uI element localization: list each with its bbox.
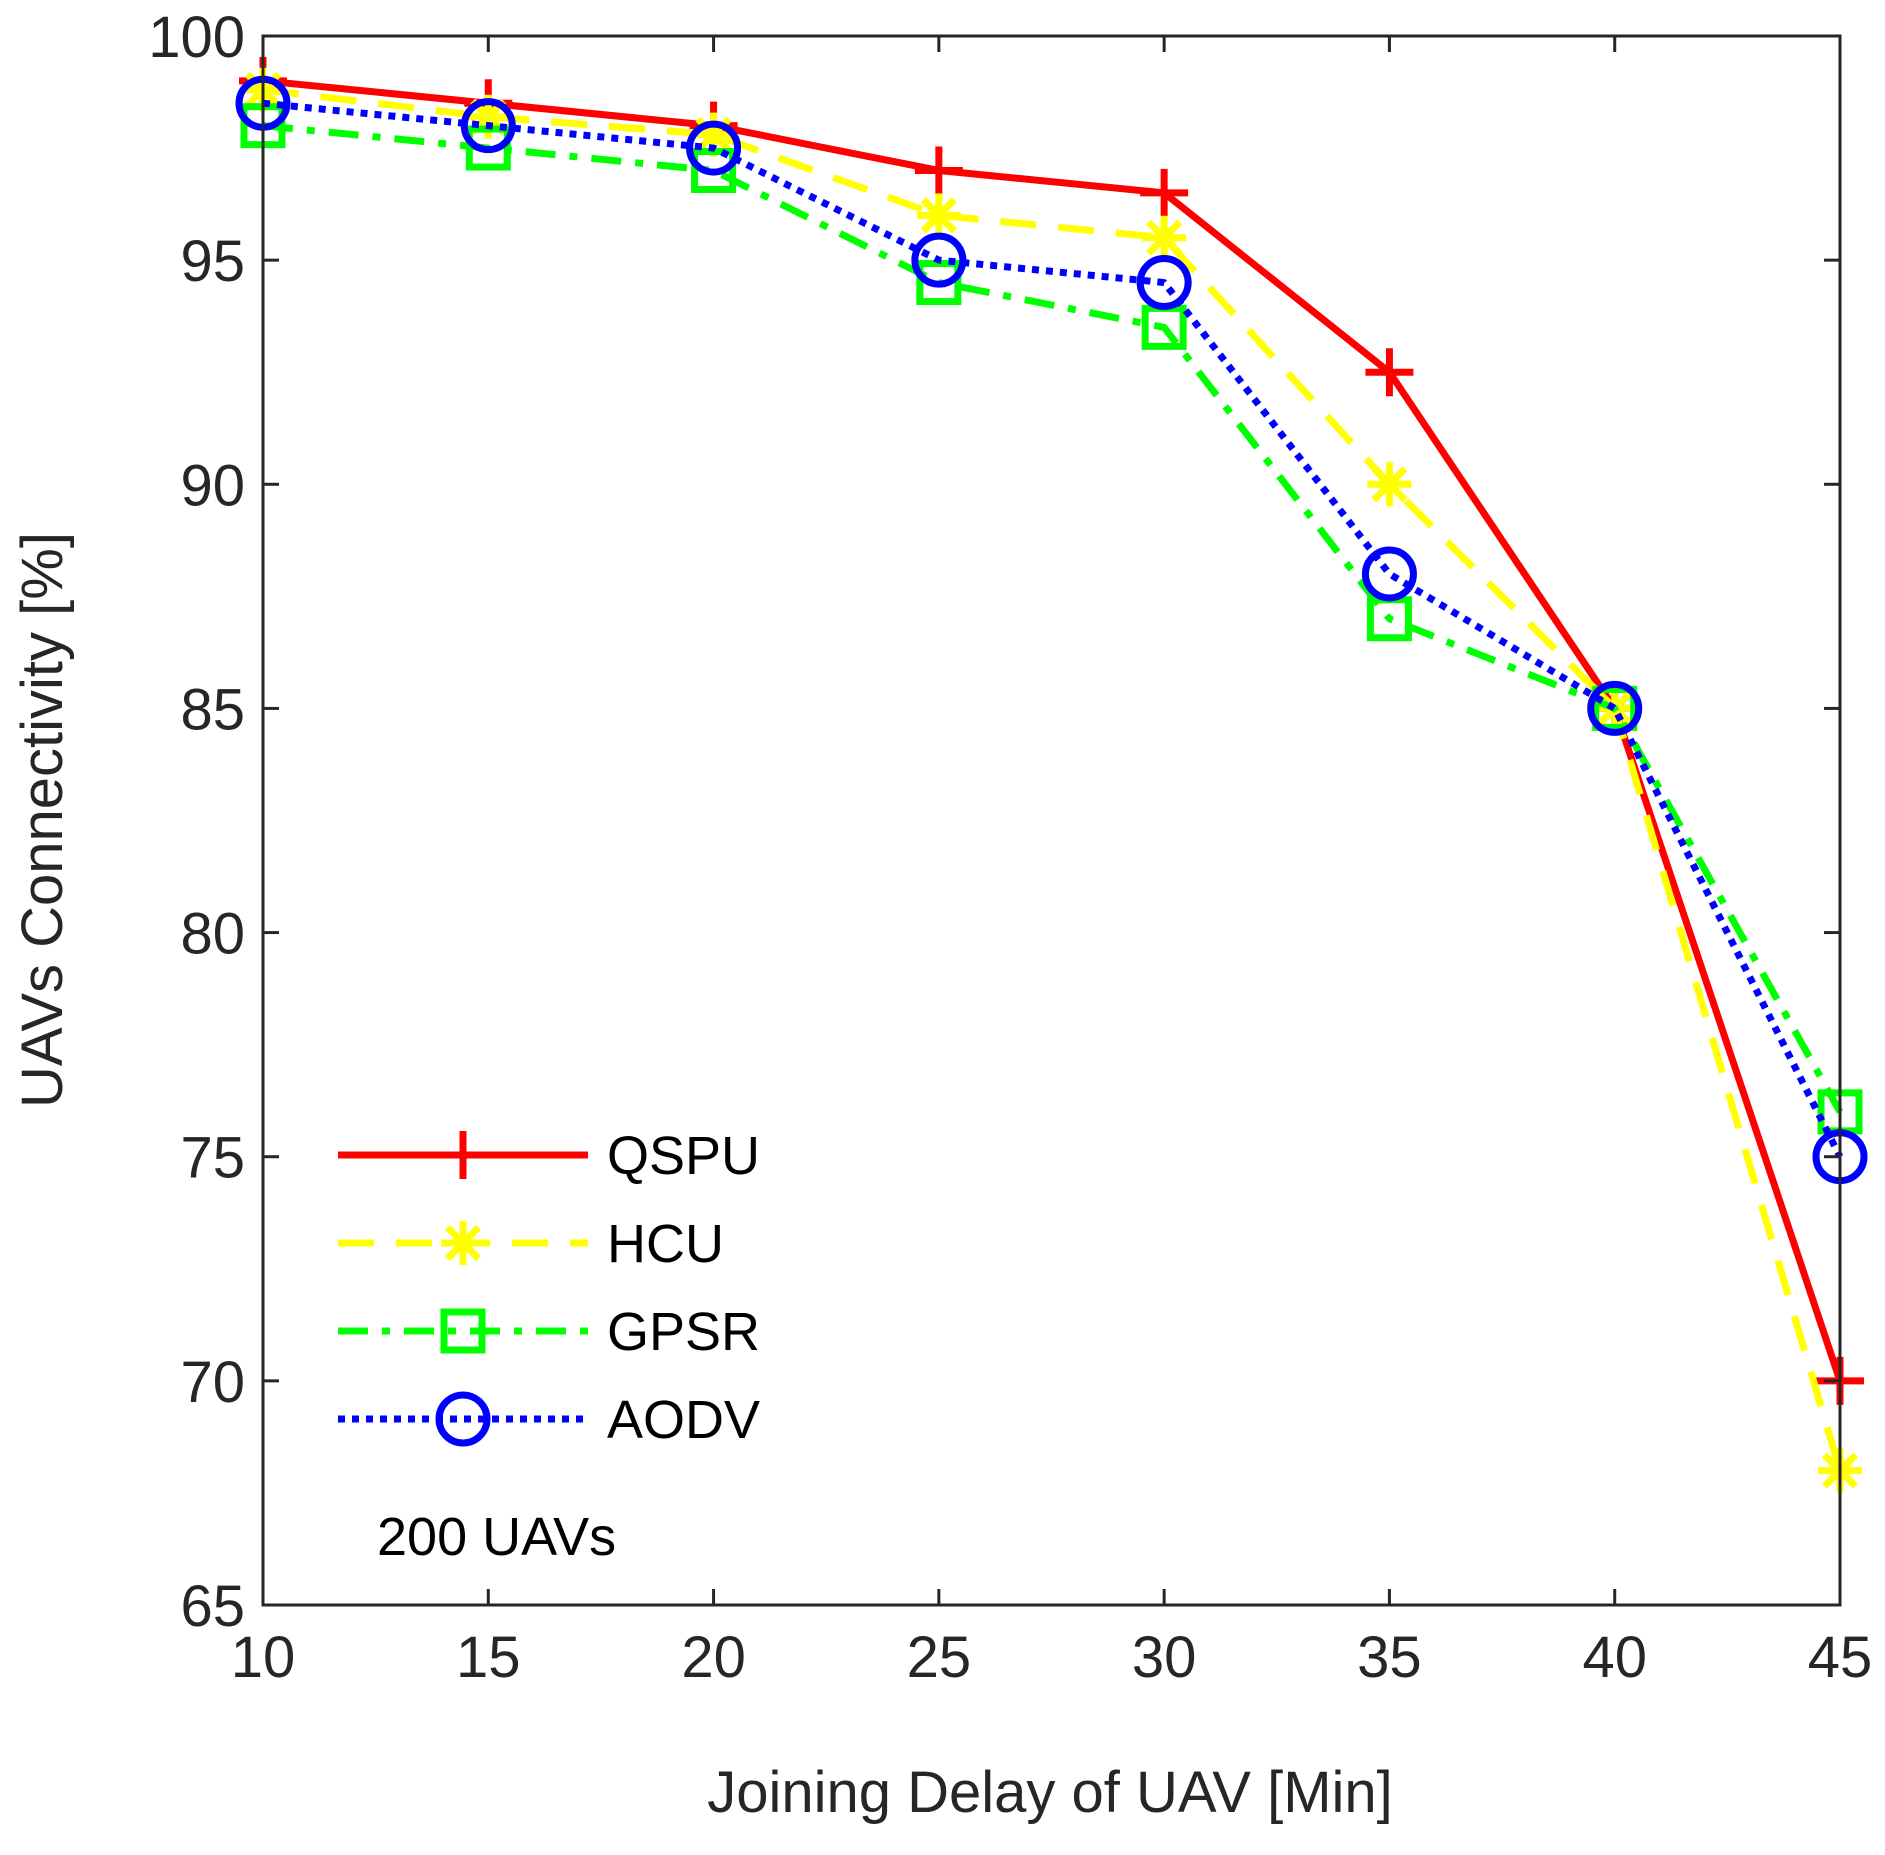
x-tick-label: 45 [1808, 1625, 1873, 1690]
point-aodv-30-ring [1136, 255, 1192, 311]
y-tick-label: 75 [180, 1126, 245, 1191]
legend: QSPU HCU GPSR AODV [338, 1126, 760, 1450]
point-qspu-30 [1140, 168, 1189, 217]
point-aodv-25-ring [911, 232, 967, 288]
point-hcu-35 [1367, 462, 1412, 507]
x-tick-label: 15 [456, 1625, 521, 1690]
y-tick-label: 65 [180, 1574, 245, 1639]
legend-marker-gpsr [440, 1308, 486, 1354]
y-axis-label: UAVs Connectivity [%] [10, 532, 75, 1108]
legend-label-qspu: QSPU [607, 1126, 760, 1186]
x-tick-label: 30 [1132, 1625, 1197, 1690]
legend-marker-gpsr-box [440, 1308, 486, 1354]
point-aodv-20 [686, 120, 742, 176]
point-gpsr-40-box [1592, 685, 1638, 731]
y-tick-label: 100 [148, 5, 245, 70]
legend-marker-qspu [439, 1131, 487, 1179]
series-line-qspu [262, 77, 1844, 1382]
legend-item-hcu: HCU [338, 1214, 724, 1274]
legend-marker-aodv [435, 1391, 491, 1447]
point-aodv-35 [1361, 546, 1417, 602]
x-tick-label: 20 [681, 1625, 746, 1690]
point-aodv-15 [460, 98, 516, 154]
x-tick-label: 35 [1357, 1625, 1422, 1690]
y-tick-label: 90 [180, 453, 245, 518]
y-tick-label: 80 [180, 902, 245, 967]
legend-marker-hcu [441, 1221, 485, 1265]
point-aodv-40 [1587, 680, 1643, 736]
y-tick-label: 85 [180, 677, 245, 742]
legend-label-hcu: HCU [607, 1214, 724, 1274]
point-aodv-25 [911, 232, 967, 288]
legend-label-gpsr: GPSR [607, 1302, 760, 1362]
axes-frame [261, 34, 1842, 1607]
series-line-aodv [262, 99, 1844, 1159]
legend-label-aodv: AODV [607, 1390, 760, 1450]
axes-layer: 10 15 20 25 30 35 40 45 65 70 75 80 85 90 95 100 [148, 5, 1872, 1690]
legend-marker-aodv-ring [435, 1391, 491, 1447]
point-gpsr-40 [1592, 685, 1638, 731]
x-axis-label: Joining Delay of UAV [Min] [707, 1760, 1393, 1825]
point-aodv-35-ring [1361, 546, 1417, 602]
legend-item-aodv: AODV [338, 1390, 760, 1450]
point-hcu-30-spoke [1146, 219, 1183, 256]
point-aodv-15-ring [460, 98, 516, 154]
x-tick-label: 40 [1582, 1625, 1647, 1690]
legend-marker-hcu-spoke [444, 1224, 482, 1262]
point-qspu-25 [914, 146, 963, 195]
point-hcu-35-spoke [1371, 466, 1408, 503]
series-line-hcu [262, 86, 1844, 1472]
point-aodv-30 [1136, 255, 1192, 311]
x-tick-label: 10 [231, 1625, 296, 1690]
series-line-gpsr [262, 122, 1844, 1114]
point-aodv-40-ring [1587, 680, 1643, 736]
point-hcu-25-spoke [920, 197, 957, 234]
series-aodv [235, 75, 1868, 1185]
legend-item-gpsr: GPSR [338, 1302, 760, 1362]
y-tick-label: 95 [180, 229, 245, 294]
legend-item-qspu: QSPU [338, 1126, 760, 1186]
y-tick-label: 70 [180, 1350, 245, 1415]
point-hcu-30 [1142, 215, 1187, 260]
annotation-label: 200 UAVs [377, 1507, 616, 1567]
plot-area [263, 36, 1840, 1605]
point-hcu-25 [916, 193, 961, 238]
x-tick-label: 25 [907, 1625, 972, 1690]
point-aodv-20-ring [686, 120, 742, 176]
point-qspu-35 [1365, 348, 1414, 397]
